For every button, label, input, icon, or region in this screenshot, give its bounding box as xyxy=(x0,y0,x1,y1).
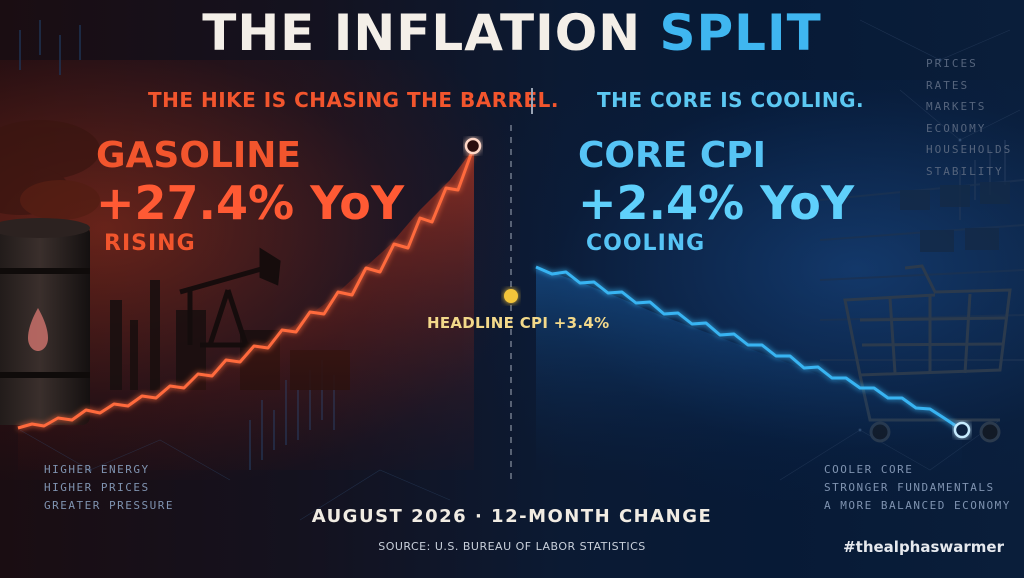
oil-drop-icon xyxy=(28,308,48,351)
hashtag: #thealphaswarmer xyxy=(843,538,1004,556)
subtitle-divider xyxy=(531,88,533,114)
pump-jack-icon xyxy=(179,247,281,348)
gasoline-trend xyxy=(17,137,482,470)
gasoline-line xyxy=(17,145,476,430)
left-notes: HIGHER ENERGY HIGHER PRICES GREATER PRES… xyxy=(44,461,174,515)
store-shelves xyxy=(819,179,1024,361)
side-word: ECONOMY xyxy=(926,121,987,135)
side-word-list: PRICES RATES MARKETS ECONOMY HOUSEHOLDS … xyxy=(926,53,1012,182)
subtitle-right: THE CORE IS COOLING. xyxy=(597,88,865,112)
page-title: THE INFLATION SPLIT xyxy=(0,4,1024,62)
left-note: HIGHER ENERGY xyxy=(44,463,150,476)
headline-dot xyxy=(504,289,518,303)
smoke-clouds xyxy=(0,120,100,220)
subtitle-left: THE HIKE IS CHASING THE BARREL. xyxy=(148,88,560,112)
title-part-2: SPLIT xyxy=(659,4,822,62)
gasoline-endpoint xyxy=(464,137,482,155)
title-part-1: THE INFLATION xyxy=(202,4,642,62)
gasoline-value: +27.4% YoY xyxy=(96,176,405,230)
core-cpi-line xyxy=(535,265,963,432)
shopping-cart-icon xyxy=(843,264,1012,443)
oil-barrel-icon xyxy=(0,218,90,425)
core-cpi-name: CORE CPI xyxy=(578,135,767,176)
core-cpi-endpoint xyxy=(953,421,971,439)
side-word: HOUSEHOLDS xyxy=(926,143,1013,156)
right-note: A MORE BALANCED ECONOMY xyxy=(824,499,1011,512)
side-word: RATES xyxy=(926,78,970,92)
right-notes: COOLER CORE STRONGER FUNDAMENTALS A MORE… xyxy=(824,461,1011,515)
right-note: COOLER CORE xyxy=(824,463,914,476)
side-word: MARKETS xyxy=(926,100,987,113)
gasoline-name: GASOLINE xyxy=(96,135,301,176)
gasoline-status: RISING xyxy=(104,231,196,256)
side-word: STABILITY xyxy=(926,164,1004,178)
footer-date: AUGUST 2026 · 12-MONTH CHANGE xyxy=(311,506,713,527)
left-note: GREATER PRESSURE xyxy=(44,499,174,512)
footer-source: SOURCE: U.S. BUREAU OF LABOR STATISTICS xyxy=(378,540,646,553)
core-cpi-status: COOLING xyxy=(586,231,706,256)
left-note: HIGHER PRICES xyxy=(44,481,150,494)
right-note: STRONGER FUNDAMENTALS xyxy=(824,481,995,494)
core-cpi-value: +2.4% YoY xyxy=(578,176,855,230)
headline-cpi-label: HEADLINE CPI +3.4% xyxy=(427,314,610,332)
core-cpi-trend xyxy=(535,265,971,470)
side-word: PRICES xyxy=(926,57,978,70)
